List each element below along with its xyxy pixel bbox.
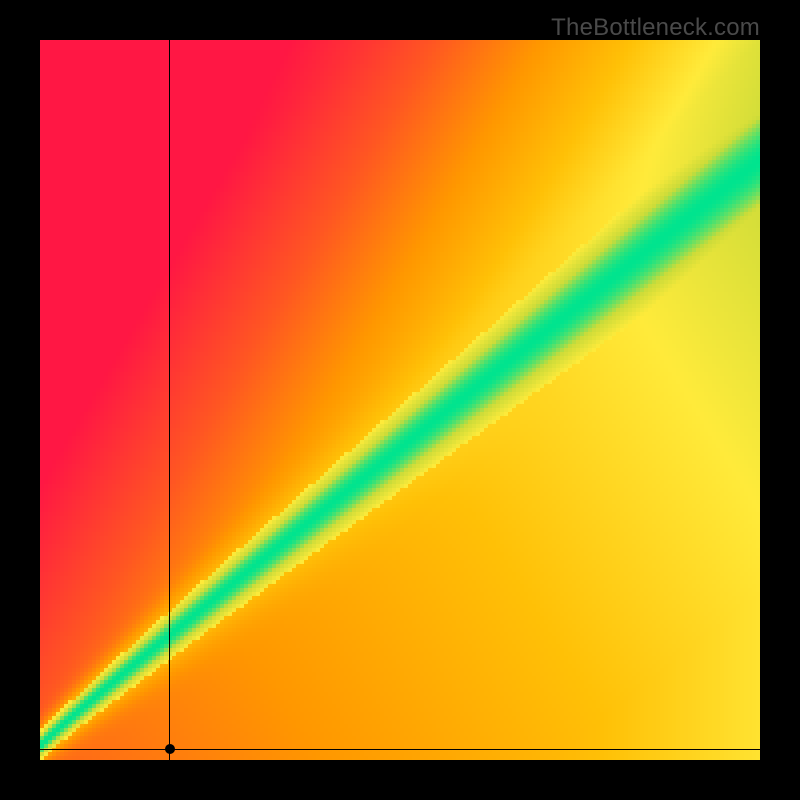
root: TheBottleneck.com xyxy=(0,0,800,800)
watermark-text: TheBottleneck.com xyxy=(551,14,760,42)
bottleneck-heatmap xyxy=(40,40,760,760)
crosshair-marker xyxy=(165,744,175,754)
crosshair-vertical xyxy=(169,40,170,760)
plot-area xyxy=(40,40,760,760)
crosshair-horizontal xyxy=(40,749,760,750)
